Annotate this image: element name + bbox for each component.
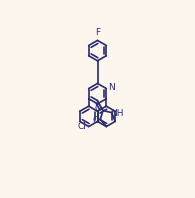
Text: F: F bbox=[95, 28, 100, 37]
Text: O: O bbox=[94, 105, 101, 113]
Text: Cl: Cl bbox=[78, 122, 87, 131]
Text: NH: NH bbox=[110, 109, 123, 118]
Text: O: O bbox=[92, 116, 99, 126]
Text: N: N bbox=[108, 83, 115, 92]
